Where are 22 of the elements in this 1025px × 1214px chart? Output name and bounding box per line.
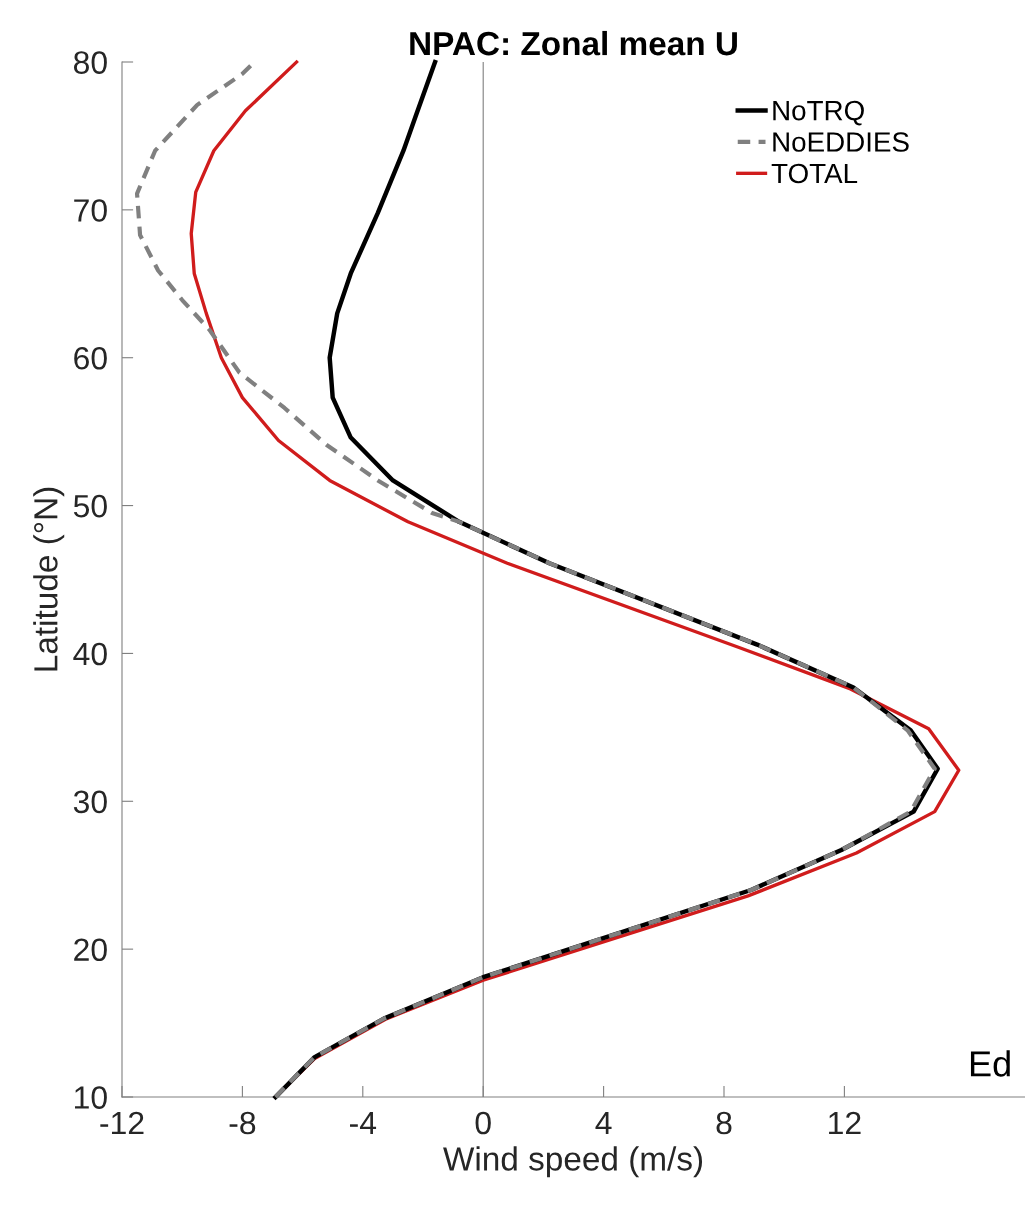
legend-label: NoTRQ (773, 100, 864, 126)
legend-label: TOTAL (771, 163, 858, 184)
y-tick-label: 40 (73, 642, 107, 666)
y-tick-label: 30 (73, 790, 107, 814)
x-tick-label: -4 (350, 1112, 377, 1135)
y-tick-label: 20 (74, 938, 107, 962)
x-tick-label: -12 (100, 1111, 144, 1135)
y-tick-label: 50 (73, 494, 107, 518)
x-tick-label: 0 (475, 1111, 491, 1135)
x-tick-label: 8 (716, 1111, 732, 1135)
x-tick-label: 12 (829, 1111, 861, 1135)
annotation: Ed (970, 1050, 1010, 1077)
y-tick-label: 10 (75, 1086, 107, 1109)
chart-title: NPAC: Zonal mean U (410, 30, 737, 56)
y-tick-label: 80 (73, 51, 107, 74)
x-tick-label: -8 (229, 1111, 256, 1135)
x-tick-label: 4 (595, 1112, 612, 1135)
legend-label: NoEDDIES (773, 132, 909, 152)
y-tick-label: 60 (74, 346, 107, 370)
y-tick-label: 70 (74, 199, 107, 222)
x-axis-title: Wind speed (m/s) (443, 1146, 703, 1178)
y-axis-title: Latitude (°N) (33, 487, 65, 671)
